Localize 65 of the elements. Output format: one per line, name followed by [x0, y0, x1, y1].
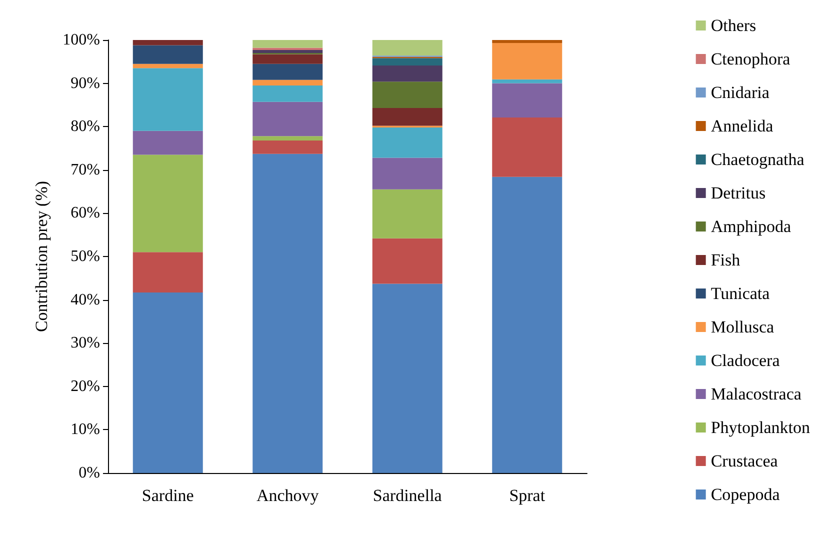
bar [372, 82, 442, 108]
bar [252, 50, 323, 53]
legend-label: Phytoplankton [710, 418, 810, 437]
bar [252, 102, 323, 136]
legend-label: Tunicata [710, 284, 770, 303]
legend-label: Chaetognatha [710, 150, 805, 169]
bar [372, 127, 442, 158]
bar [372, 58, 442, 66]
bar [132, 292, 203, 473]
legend-label: Detritus [710, 184, 766, 202]
y-tick-label: 90% [70, 74, 100, 92]
bar [492, 176, 562, 473]
bar [372, 284, 442, 473]
bar [372, 108, 442, 126]
bar [492, 118, 562, 177]
bar [132, 252, 203, 292]
x-tick-label: Sprat [509, 486, 546, 505]
y-axis-title: Contribution prey (%) [32, 180, 51, 332]
y-tick-label: 70% [70, 161, 100, 178]
bar [132, 130, 203, 155]
y-tick-label: 100% [62, 32, 100, 48]
bar [132, 64, 203, 68]
bar [372, 238, 442, 284]
legend-label: Malacostraca [710, 384, 802, 404]
bar [132, 45, 203, 64]
y-tick-label: 10% [70, 421, 100, 438]
y-tick-label: 40% [70, 291, 100, 308]
y-tick-label: 50% [70, 248, 100, 265]
legend-label: Fish [710, 250, 741, 270]
bar [252, 85, 323, 102]
bar [372, 158, 442, 190]
bar [132, 40, 203, 46]
bar [252, 40, 323, 48]
bar [132, 68, 203, 131]
bar [372, 189, 442, 238]
bar [252, 140, 323, 154]
y-tick-label: 20% [70, 378, 100, 395]
legend-label: Crustacea [710, 452, 778, 470]
y-tick-label: 30% [70, 334, 100, 352]
y-tick-label: 60% [70, 204, 100, 222]
bar [132, 154, 203, 252]
legend-label: Cladocera [710, 351, 780, 370]
bar [252, 80, 323, 86]
bar [252, 64, 323, 80]
bar [492, 79, 562, 84]
bar [252, 136, 323, 140]
legend-label: Mollusca [710, 318, 775, 336]
bar [492, 43, 562, 80]
x-tick-label: Anchovy [256, 486, 320, 505]
bar [492, 83, 562, 118]
bar [252, 154, 323, 473]
legend-label: Ctenophora [710, 50, 791, 68]
legend-label: Amphipoda [710, 217, 792, 236]
legend-label: Cnidaria [710, 83, 770, 102]
y-tick-label: 80% [70, 118, 100, 136]
x-tick-label: Sardine [142, 486, 194, 505]
bar [252, 54, 323, 64]
bar [372, 66, 442, 82]
x-tick-label: Sardinella [372, 486, 442, 505]
legend-label: Others [710, 16, 756, 35]
y-tick-label: 0% [78, 464, 100, 482]
bar [372, 40, 442, 56]
bar [492, 40, 562, 44]
legend-label: Annelida [710, 116, 774, 136]
legend-label: Copepoda [710, 485, 780, 504]
